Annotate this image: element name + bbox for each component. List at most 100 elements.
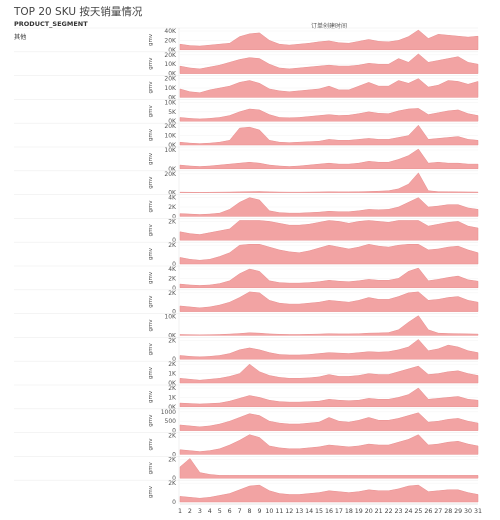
data-point — [289, 192, 290, 193]
y-tick-label: 2K — [168, 480, 177, 487]
data-point — [358, 280, 359, 281]
data-point — [179, 496, 180, 497]
data-point — [199, 472, 200, 473]
data-point — [438, 112, 439, 113]
y-tick-label: 0 — [172, 499, 176, 506]
data-point — [477, 64, 478, 65]
data-point — [458, 191, 459, 192]
data-point — [448, 204, 449, 205]
data-point — [209, 403, 210, 404]
data-point — [448, 277, 449, 278]
y-tick-label: 0K — [168, 71, 177, 78]
data-point — [438, 162, 439, 163]
data-point — [388, 299, 389, 300]
data-point — [428, 38, 429, 39]
data-point — [358, 246, 359, 247]
data-point — [279, 223, 280, 224]
data-point — [189, 91, 190, 92]
x-tick-label: 30 — [464, 508, 472, 515]
data-point — [189, 259, 190, 260]
data-point — [428, 206, 429, 207]
data-point — [398, 245, 399, 246]
data-point — [448, 371, 449, 372]
data-point — [418, 29, 419, 30]
data-point — [388, 162, 389, 163]
data-point — [388, 444, 389, 445]
data-point — [299, 67, 300, 68]
data-point — [189, 356, 190, 357]
data-point — [398, 58, 399, 59]
series-area — [179, 412, 479, 431]
data-point — [398, 278, 399, 279]
data-point — [179, 424, 180, 425]
data-point — [338, 65, 339, 66]
data-point — [467, 226, 468, 227]
y-axis-title: gmv — [148, 105, 154, 118]
data-point — [448, 58, 449, 59]
data-point — [408, 135, 409, 136]
data-point — [318, 65, 319, 66]
data-point — [438, 490, 439, 491]
data-point — [477, 115, 478, 116]
data-point — [477, 494, 478, 495]
data-point — [398, 137, 399, 138]
data-point — [378, 490, 379, 491]
y-tick-label: 0K — [168, 94, 177, 101]
data-point — [289, 494, 290, 495]
y-axis-title: gmv — [148, 390, 154, 403]
series-area — [179, 108, 479, 122]
y-axis-title: gmv — [148, 319, 154, 332]
data-point — [189, 425, 190, 426]
data-point — [289, 334, 290, 335]
data-point — [388, 139, 389, 140]
data-point — [368, 333, 369, 334]
data-point — [259, 109, 260, 110]
data-point — [279, 303, 280, 304]
data-point — [189, 192, 190, 193]
data-point — [458, 370, 459, 371]
data-point — [328, 374, 329, 375]
data-point — [368, 111, 369, 112]
data-point — [209, 192, 210, 193]
data-point — [239, 273, 240, 274]
data-point — [249, 162, 250, 163]
data-point — [358, 221, 359, 222]
data-point — [388, 113, 389, 114]
y-axis-title: gmv — [148, 33, 154, 46]
data-point — [249, 127, 250, 128]
data-point — [477, 400, 478, 401]
data-point — [408, 220, 409, 221]
data-point — [219, 230, 220, 231]
data-point — [328, 444, 329, 445]
data-point — [368, 373, 369, 374]
data-point — [179, 283, 180, 284]
data-point — [199, 118, 200, 119]
data-point — [289, 117, 290, 118]
data-point — [309, 422, 310, 423]
data-point — [309, 224, 310, 225]
data-point — [318, 302, 319, 303]
data-point — [189, 497, 190, 498]
data-point — [249, 108, 250, 109]
data-point — [388, 246, 389, 247]
data-point — [467, 350, 468, 351]
data-point — [189, 233, 190, 234]
data-point — [408, 244, 409, 245]
data-point — [229, 421, 230, 422]
data-point — [438, 421, 439, 422]
data-point — [348, 211, 349, 212]
y-axis-title: gmv — [148, 57, 154, 70]
data-point — [388, 399, 389, 400]
data-point — [309, 447, 310, 448]
data-point — [318, 212, 319, 213]
data-point — [378, 221, 379, 222]
data-point — [348, 475, 349, 476]
data-point — [358, 475, 359, 476]
data-point — [408, 292, 409, 293]
y-tick-label: 2K — [168, 385, 177, 392]
data-point — [189, 213, 190, 214]
data-point — [239, 220, 240, 221]
data-point — [328, 475, 329, 476]
data-point — [219, 304, 220, 305]
data-point — [448, 222, 449, 223]
